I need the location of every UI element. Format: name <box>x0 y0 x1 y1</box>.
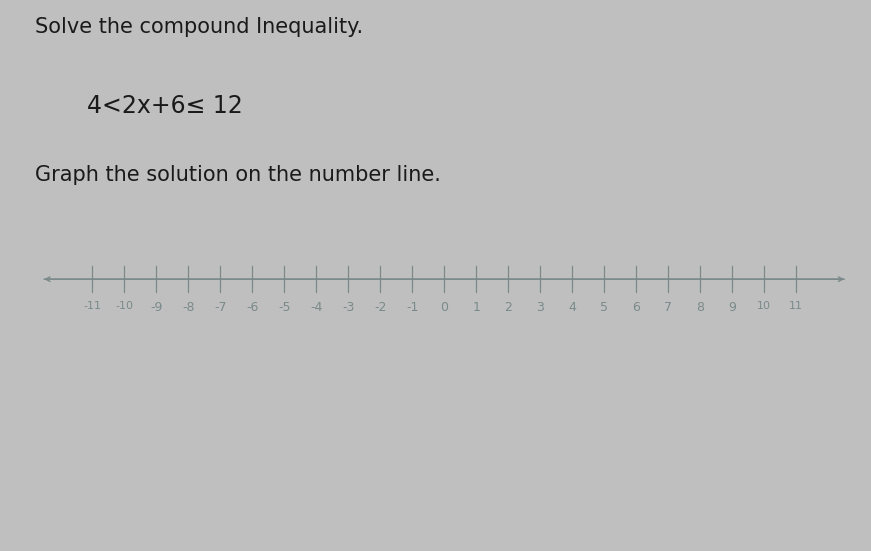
Text: 1: 1 <box>472 301 480 314</box>
Text: 5: 5 <box>600 301 608 314</box>
Text: -7: -7 <box>214 301 226 314</box>
Text: -1: -1 <box>406 301 418 314</box>
Text: -4: -4 <box>310 301 322 314</box>
Text: 7: 7 <box>664 301 672 314</box>
Text: 3: 3 <box>537 301 544 314</box>
Text: 6: 6 <box>632 301 640 314</box>
Text: -10: -10 <box>115 301 133 311</box>
Text: -9: -9 <box>150 301 163 314</box>
Text: 4: 4 <box>568 301 576 314</box>
Text: -6: -6 <box>246 301 259 314</box>
Text: Graph the solution on the number line.: Graph the solution on the number line. <box>35 165 441 185</box>
Text: Solve the compound Inequality.: Solve the compound Inequality. <box>35 17 363 36</box>
Text: -2: -2 <box>374 301 387 314</box>
Text: -5: -5 <box>278 301 291 314</box>
Text: 10: 10 <box>757 301 771 311</box>
Text: -3: -3 <box>342 301 354 314</box>
Text: 9: 9 <box>728 301 736 314</box>
Text: 8: 8 <box>696 301 704 314</box>
Text: 0: 0 <box>440 301 449 314</box>
Text: -8: -8 <box>182 301 194 314</box>
Text: 4<2x+6≤ 12: 4<2x+6≤ 12 <box>87 94 243 118</box>
Text: 11: 11 <box>789 301 803 311</box>
Text: -11: -11 <box>84 301 101 311</box>
Text: 2: 2 <box>504 301 512 314</box>
